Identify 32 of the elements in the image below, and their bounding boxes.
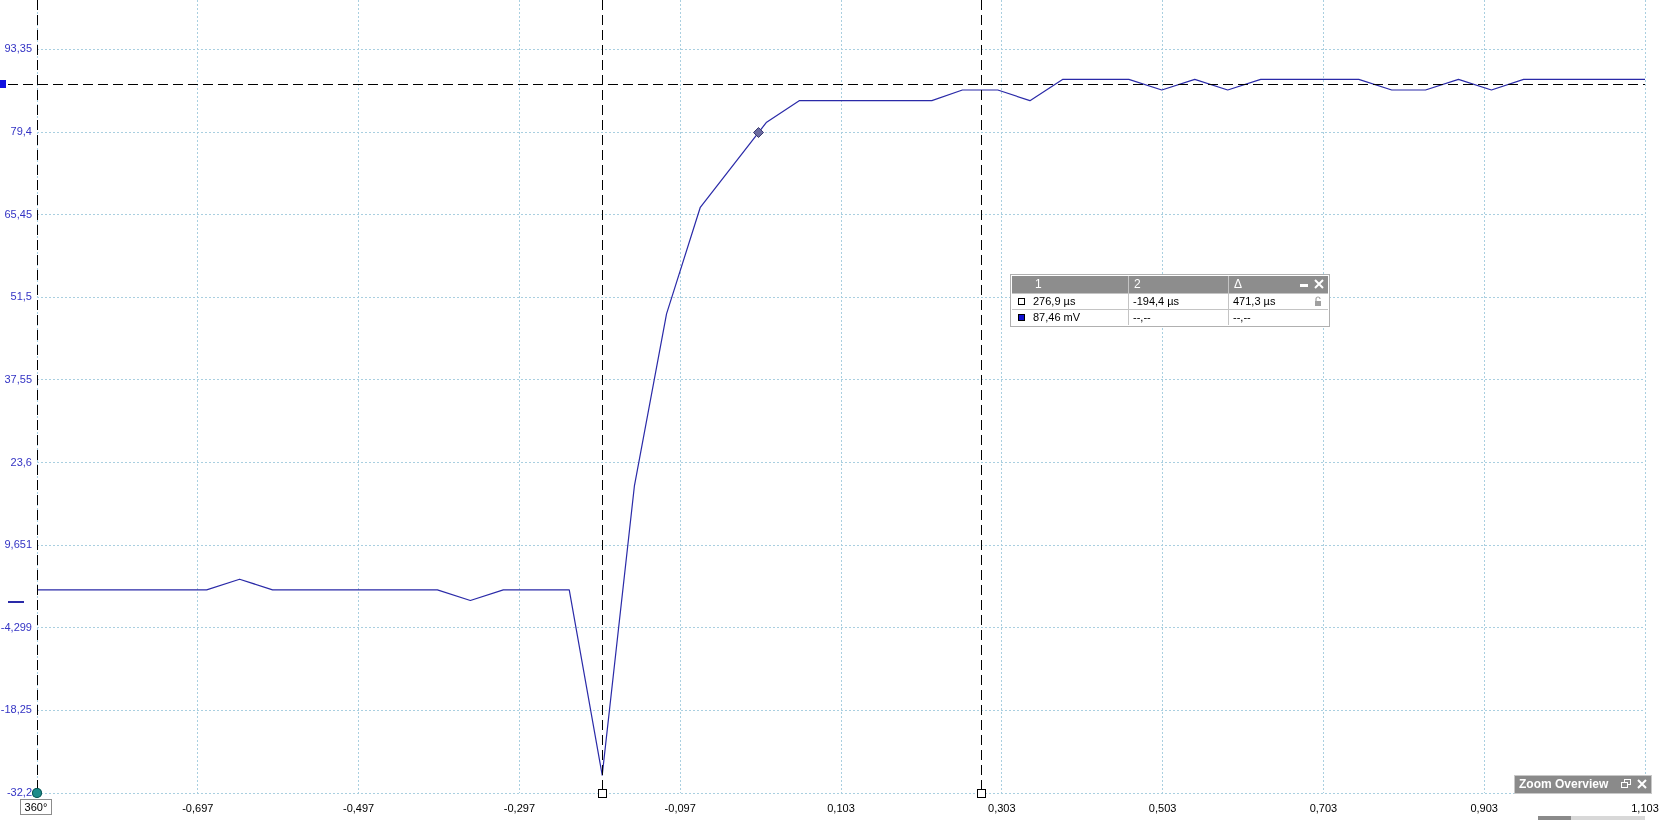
annotation: --,-- — [1233, 311, 1251, 323]
x-tick-label: 0,703 — [1309, 801, 1338, 814]
y-tick-label: -18,25 — [0, 703, 32, 716]
annotation: 1 — [1035, 277, 1042, 291]
y-tick-label: 37,55 — [4, 372, 32, 385]
annotation: --,-- — [1133, 311, 1151, 323]
y-tick-label: 79,4 — [10, 125, 32, 138]
annotation: 87,46 mV — [1033, 311, 1081, 323]
x-tick-label: -0,297 — [503, 801, 535, 814]
annotation: Zoom Overview — [1519, 777, 1609, 791]
annotation: -194,4 µs — [1133, 295, 1180, 307]
y-tick-label: -4,299 — [0, 620, 32, 633]
x-tick-label: 0,503 — [1148, 801, 1177, 814]
x-tick-label: -0,097 — [664, 801, 696, 814]
x-tick-label: -0,497 — [343, 801, 375, 814]
annotation: 2 — [1134, 277, 1141, 291]
y-tick-label: 65,45 — [4, 207, 32, 220]
annotation: Δ — [1234, 277, 1243, 291]
annotation: 471,3 µs — [1233, 295, 1276, 307]
x-tick-label: 1,103 — [1631, 801, 1659, 814]
annotation: 276,9 µs — [1033, 295, 1076, 307]
y-tick-label: 51,5 — [10, 290, 32, 303]
zoom-overview-panel: Zoom Overview — [1514, 775, 1652, 794]
x-tick-label: 0,903 — [1470, 801, 1498, 814]
y-tick-label: 93,35 — [4, 42, 32, 55]
x-tick-label: 0,303 — [988, 801, 1016, 814]
text: 360° — [24, 801, 48, 813]
y-tick-label: -32,2 — [6, 786, 32, 799]
x-tick-label: 0,103 — [827, 801, 855, 814]
x-tick-label: -0,697 — [182, 801, 214, 814]
y-tick-label: 23,6 — [10, 455, 32, 468]
y-tick-label: 9,651 — [4, 538, 32, 551]
